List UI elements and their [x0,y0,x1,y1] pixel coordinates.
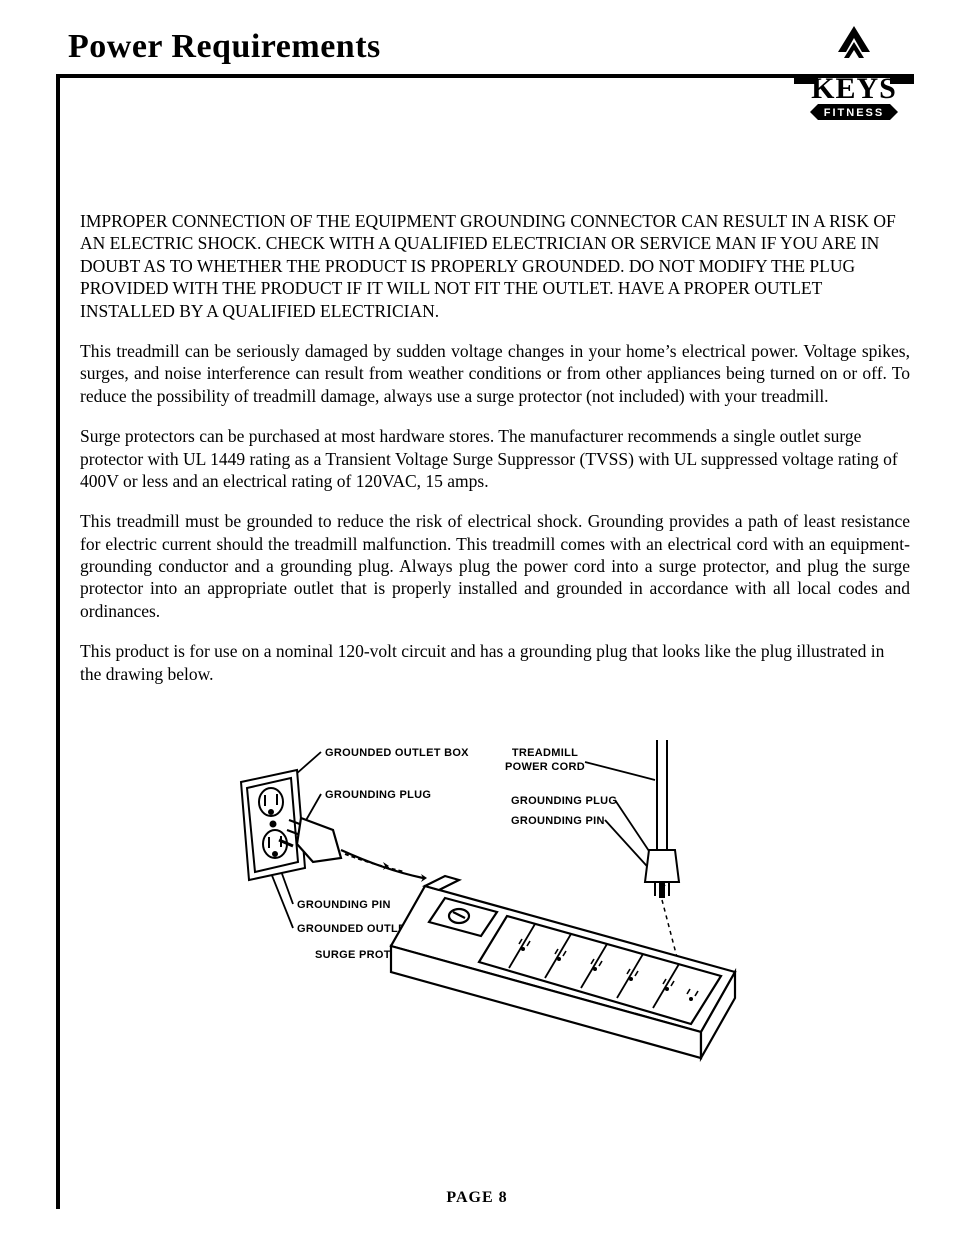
paragraph-4: This product is for use on a nominal 120… [80,640,910,685]
title-rule [56,74,914,80]
paragraph-3: This treadmill must be grounded to reduc… [80,510,910,622]
outlet-box-icon [241,770,305,880]
paragraph-2: Surge protectors can be purchased at mos… [80,425,910,492]
page-footer: PAGE 8 [0,1189,954,1207]
grounding-diagram: GROUNDED OUTLET BOX TREADMILL POWER CORD… [235,740,755,1080]
wall-plug-icon [279,818,427,882]
label-grounded-outlet-box: GROUNDED OUTLET BOX [325,747,469,759]
label-treadmill-power-cord-1: TREADMILL [512,747,578,759]
body-content: IMPROPER CONNECTION OF THE EQUIPMENT GRO… [80,210,910,1080]
label-grounding-pin-left: GROUNDING PIN [297,899,391,911]
label-grounded-outlet: GROUNDED OUTLET [297,923,413,935]
surge-protector-icon [391,876,735,1058]
paragraph-1: This treadmill can be seriously damaged … [80,340,910,407]
label-grounding-plug-right: GROUNDING PLUG [511,795,617,807]
label-grounding-plug-left: GROUNDING PLUG [325,789,431,801]
page-title: Power Requirements [68,28,381,66]
warning-paragraph: IMPROPER CONNECTION OF THE EQUIPMENT GRO… [80,210,910,322]
logo-text-fitness: FITNESS [824,107,884,119]
left-rule [56,74,60,1209]
label-grounding-pin-right: GROUNDING PIN [511,815,605,827]
page: Power Requirements KEYS FITNESS IMPROPER… [0,0,954,1235]
label-treadmill-power-cord-2: POWER CORD [505,761,585,773]
